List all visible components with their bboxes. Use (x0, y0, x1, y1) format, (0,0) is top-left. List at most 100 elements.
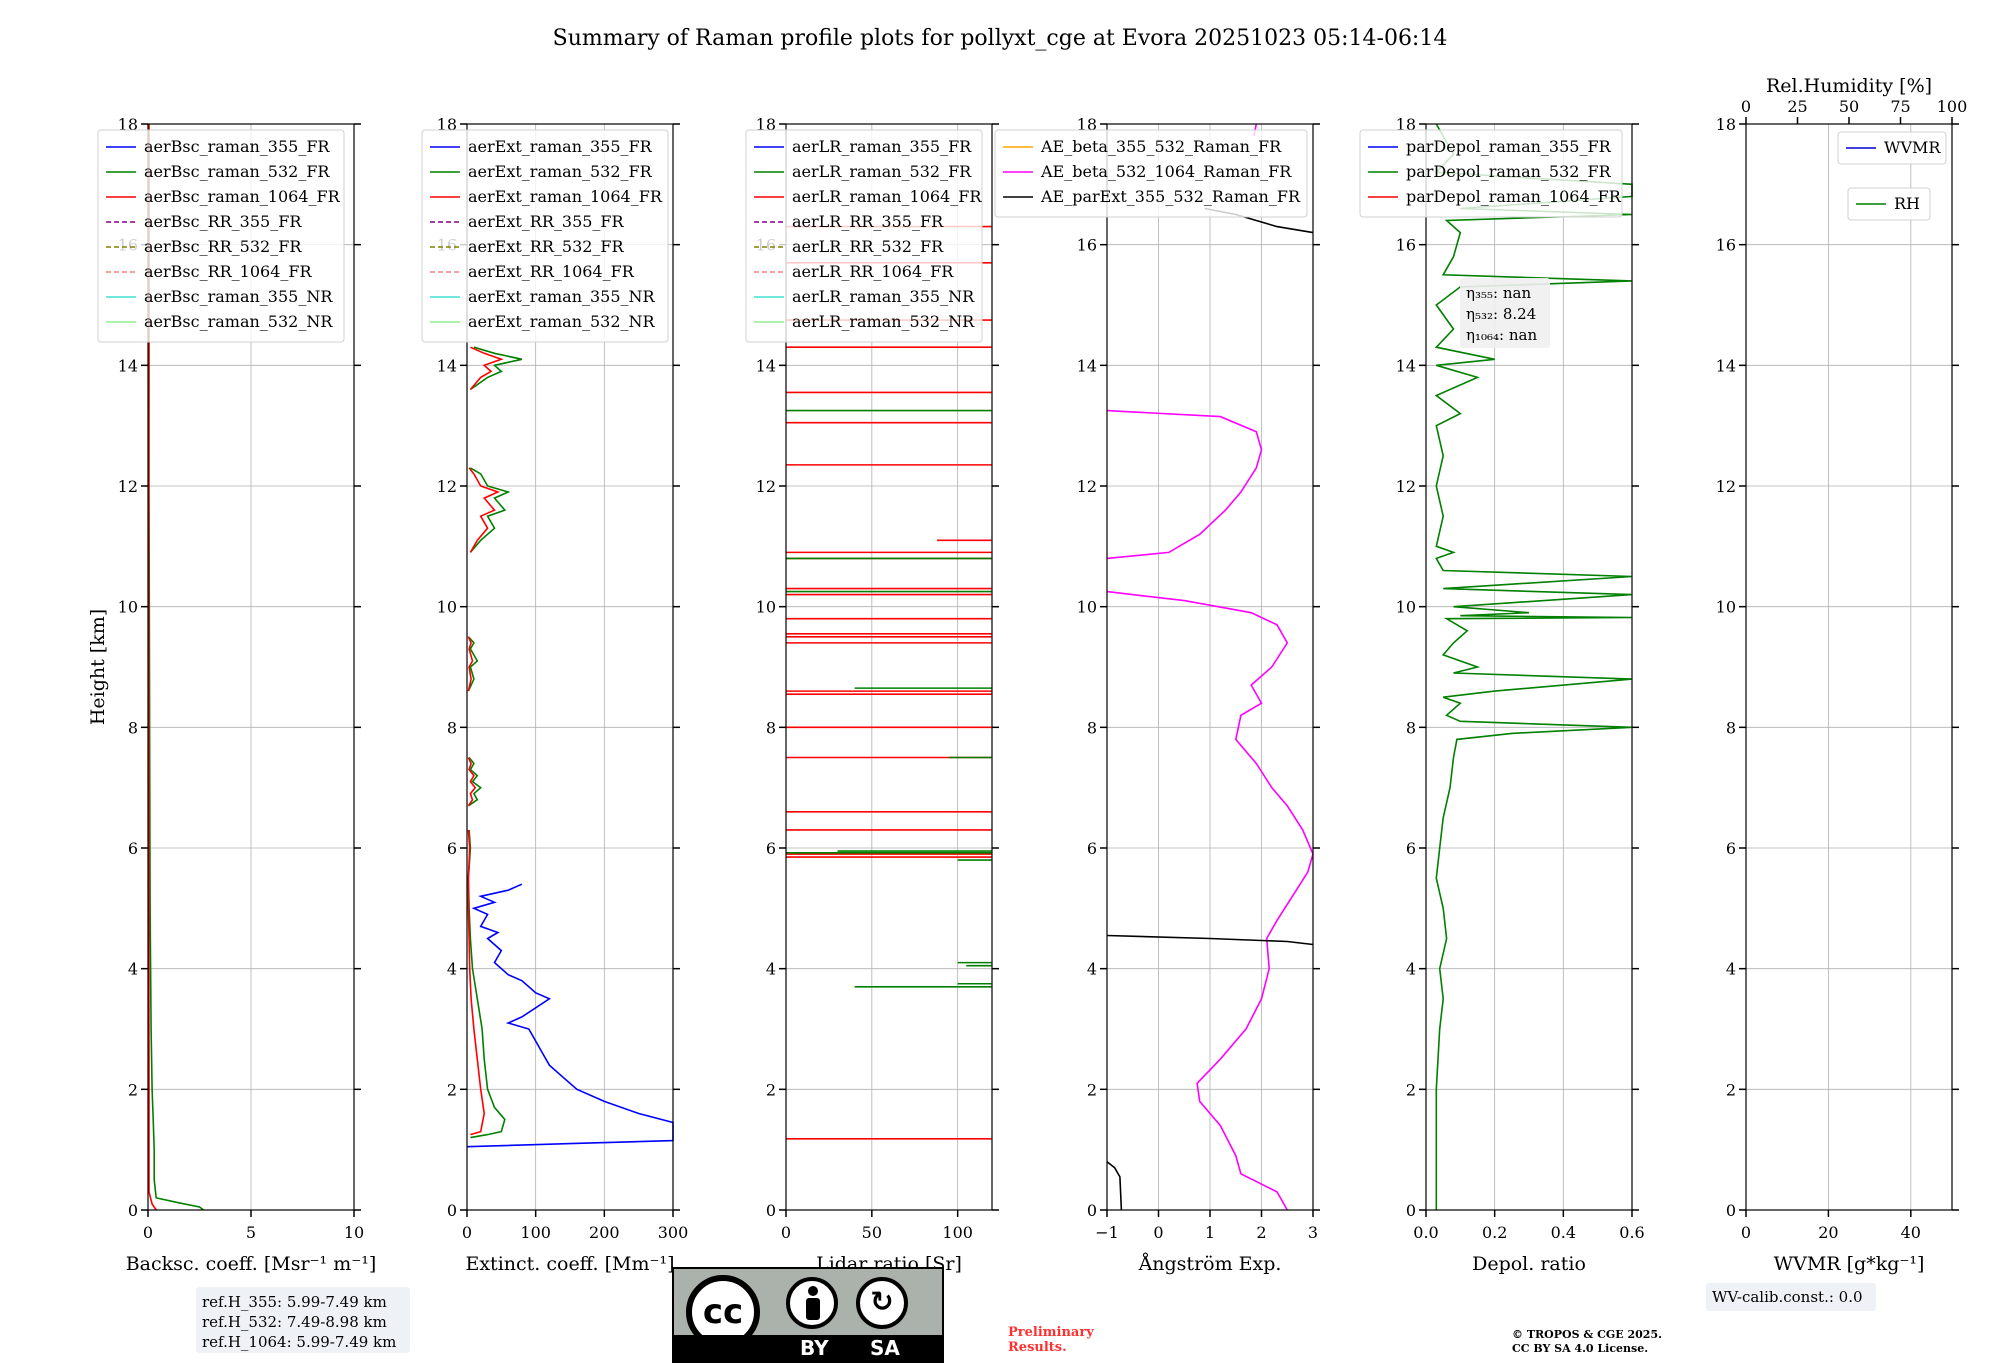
ref-height-text: ref.H_532: 7.49-8.98 km (202, 1313, 387, 1331)
ytick-label: 8 (1726, 718, 1736, 737)
ytick-label: 8 (447, 718, 457, 737)
ytick-label: 14 (118, 356, 138, 375)
ytick-label: 10 (1716, 598, 1736, 617)
axes-frame (466, 123, 674, 1211)
legend-label: aerExt_raman_532_FR (468, 162, 653, 181)
ytick-label: 16 (1077, 236, 1097, 255)
x-axis-label: Ångström Exp. (1138, 1253, 1282, 1275)
sa-label: SA (870, 1336, 900, 1360)
ytick-label: 12 (118, 477, 138, 496)
preliminary-text-line2: Results. (1008, 1340, 1067, 1355)
legend-label: aerExt_raman_1064_FR (468, 187, 663, 206)
legend-label: AE_beta_355_532_Raman_FR (1040, 137, 1282, 156)
x-axis-label: Backsc. coeff. [Msr⁻¹ m⁻¹] (126, 1253, 377, 1275)
panel-depolarization: 0 2 4 6 8 10 12 14 16 18 0.0 0.2 0.4 0.6 Depol. ratio p… (1359, 115, 1645, 1275)
legend-label-wvmr: WVMR (1884, 138, 1941, 157)
ytick-label: 14 (1396, 356, 1416, 375)
top-xtick-label: 25 (1787, 97, 1807, 116)
series-AE_parExt_355_532_Raman_FR (1106, 934, 1314, 946)
legend-label: aerBsc_raman_532_FR (144, 162, 330, 181)
legend: aerLR_raman_355_FR aerLR_raman_532_FR aerL… (745, 129, 983, 343)
legend-label: aerBsc_raman_355_NR (144, 287, 333, 306)
ytick-label: 12 (1396, 477, 1416, 496)
ref-height-box (196, 1287, 410, 1353)
legend-label: aerExt_RR_355_FR (468, 212, 625, 231)
ytick-label: 2 (128, 1080, 138, 1099)
series-parDepol_raman_532_FR (1434, 123, 1633, 1210)
xtick-label: 0.0 (1413, 1223, 1438, 1242)
preliminary-text-line1: Preliminary (1008, 1325, 1094, 1340)
legend-box-wvmr (1837, 131, 1947, 165)
ytick-label: 6 (447, 839, 457, 858)
series-group (147, 124, 205, 1211)
ytick-label: 8 (1406, 718, 1416, 737)
x-axis-label: WVMR [g*kg⁻¹] (1774, 1253, 1925, 1275)
series-AE_beta_532_1064_Raman_FR (1106, 590, 1314, 1211)
series-aerExt_raman_532_FR_12km (469, 467, 511, 553)
figure-title: Summary of Raman profile plots for polly… (553, 26, 1448, 51)
ytick-label: 0 (1726, 1201, 1736, 1220)
by-label: BY (800, 1336, 829, 1360)
ytick-label: 14 (1077, 356, 1097, 375)
ytick-label: 6 (128, 839, 138, 858)
xtick-label: 10 (344, 1223, 364, 1242)
ytick-label: 10 (1077, 598, 1097, 617)
xtick-label: 40 (1901, 1223, 1921, 1242)
ytick-label: 18 (1396, 115, 1416, 134)
copyright-line1: © TROPOS & CGE 2025. (1512, 1328, 1662, 1341)
xtick-label: 50 (862, 1223, 882, 1242)
legend-label: aerBsc_raman_532_NR (144, 312, 333, 331)
xtick-label: 5 (246, 1223, 256, 1242)
legend-label: aerExt_RR_532_FR (468, 237, 625, 256)
series-aerBsc_raman_532_FR (148, 124, 205, 1211)
legend-label: aerLR_RR_1064_FR (792, 262, 954, 281)
xtick-label: 100 (942, 1223, 973, 1242)
eta-box (1460, 278, 1550, 348)
ytick-label: 4 (1087, 960, 1097, 979)
legend-box (745, 129, 983, 343)
ytick-label: 4 (1726, 960, 1736, 979)
legend-label: aerLR_raman_1064_FR (792, 187, 982, 206)
series-group (786, 225, 992, 1140)
ytick-label: 16 (1396, 236, 1416, 255)
y-axis-label: Height [km] (87, 609, 109, 725)
panels: 0 2 4 6 8 10 12 14 16 18 0 5 10 Backsc. coeff. [Msr⁻¹… (87, 75, 1967, 1275)
by-icon (786, 1277, 838, 1329)
copyright-line2: CC BY SA 4.0 License. (1512, 1342, 1648, 1355)
legend-box (1359, 129, 1623, 218)
top-xtick-label: 75 (1890, 97, 1910, 116)
ytick-label: 10 (118, 598, 138, 617)
legend-label: aerExt_raman_355_FR (468, 137, 653, 156)
ref-height-text: ref.H_1064: 5.99-7.49 km (202, 1333, 396, 1351)
legend-label: aerLR_RR_532_FR (792, 237, 944, 256)
ytick-label: 18 (1716, 115, 1736, 134)
legend-label: aerExt_raman_532_NR (468, 312, 656, 331)
series-aerExt_raman_1064_FR_12km (468, 467, 501, 553)
xtick-label: 100 (520, 1223, 551, 1242)
xtick-label: 0 (1153, 1223, 1163, 1242)
legend-label: aerLR_raman_355_NR (792, 287, 975, 306)
ytick-label: 6 (1406, 839, 1416, 858)
top-xtick-label: 100 (1937, 97, 1968, 116)
series-group (466, 346, 674, 1148)
xtick-label: 300 (658, 1223, 689, 1242)
wv-calib-text: WV-calib.const.: 0.0 (1712, 1288, 1863, 1306)
xtick-label: 0 (1741, 1223, 1751, 1242)
legend-label: parDepol_raman_1064_FR (1406, 187, 1622, 206)
series-aerExt_raman_1064_FR_9km (467, 636, 474, 692)
xtick-label: 20 (1818, 1223, 1838, 1242)
series-AE_parExt_355_532_Raman_FR_low (1106, 1161, 1123, 1211)
ytick-label: 18 (1077, 115, 1097, 134)
ytick-label: 2 (1726, 1080, 1736, 1099)
ytick-label: 4 (447, 960, 457, 979)
legend-label: aerBsc_RR_532_FR (144, 237, 302, 256)
legend-label: AE_parExt_355_532_Raman_FR (1040, 187, 1301, 206)
panel-backscatter: 0246810121416180510Backsc. coeff. [Msr⁻¹… (87, 115, 376, 1275)
legend: AE_beta_355_532_Raman_FR AE_beta_532_1064… (994, 129, 1308, 218)
series-aerExt_raman_532_FR_14km (469, 346, 523, 391)
ytick-label: 4 (1406, 960, 1416, 979)
ytick-label: 4 (128, 960, 138, 979)
xtick-label: 3 (1308, 1223, 1318, 1242)
legend-label: parDepol_raman_355_FR (1406, 137, 1612, 156)
legend-label: AE_beta_532_1064_Raman_FR (1040, 162, 1292, 181)
